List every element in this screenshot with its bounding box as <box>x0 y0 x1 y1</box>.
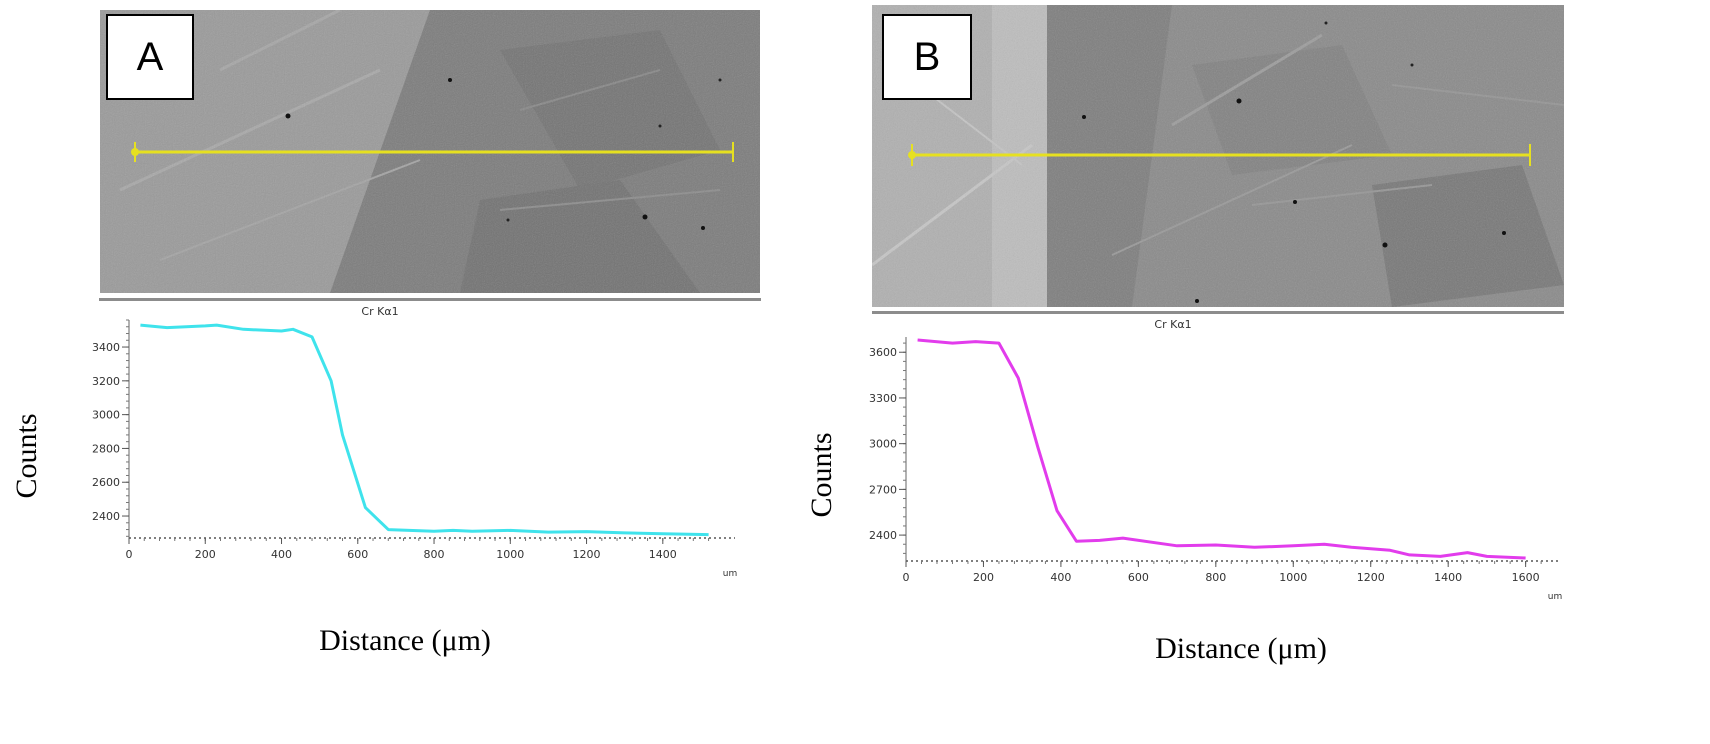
x-tick-label-a: 600 <box>347 548 368 561</box>
x-axis-title-b: Distance (μm) <box>1155 632 1327 665</box>
y-tick-label-a: 2600 <box>92 476 120 489</box>
x-tick-label-b: 1000 <box>1279 571 1307 584</box>
y-axis-title-b: Counts <box>805 432 838 518</box>
map-divider-a <box>99 298 761 301</box>
panel-label-a: A <box>106 14 194 100</box>
map-divider-b <box>872 311 1564 314</box>
x-tick-label-b: 200 <box>973 571 994 584</box>
x-tick-label-a: 1400 <box>649 548 677 561</box>
y-tick-label-a: 2800 <box>92 442 120 455</box>
y-tick-label-a: 2400 <box>92 510 120 523</box>
y-tick-label-a: 3400 <box>92 341 120 354</box>
x-unit-label-a: um <box>723 569 737 579</box>
series-line-a <box>140 323 709 537</box>
x-tick-label-b: 400 <box>1050 571 1071 584</box>
x-tick-label-a: 1200 <box>573 548 601 561</box>
map-caption-b: Cr Kα1 <box>1154 318 1192 331</box>
x-tick-label-a: 400 <box>271 548 292 561</box>
x-tick-label-b: 1600 <box>1512 571 1540 584</box>
sem-micrograph-b <box>872 5 1564 307</box>
y-tick-label-b: 2400 <box>869 529 897 542</box>
x-tick-label-a: 800 <box>424 548 445 561</box>
x-tick-label-b: 1200 <box>1357 571 1385 584</box>
y-tick-label-b: 2700 <box>869 483 897 496</box>
x-tick-label-a: 0 <box>126 548 133 561</box>
y-tick-label-b: 3000 <box>869 438 897 451</box>
sem-micrograph-a <box>100 10 760 293</box>
y-tick-label-a: 3200 <box>92 375 120 388</box>
panel-label-b: B <box>882 14 972 100</box>
sem-image-b <box>872 5 1564 307</box>
x-tick-label-a: 1000 <box>496 548 524 561</box>
x-tick-label-b: 0 <box>903 571 910 584</box>
map-caption-a: Cr Kα1 <box>361 305 399 318</box>
sem-image-a <box>100 10 760 293</box>
x-tick-label-b: 600 <box>1128 571 1149 584</box>
y-tick-label-a: 3000 <box>92 409 120 422</box>
x-unit-label-b: um <box>1548 592 1562 602</box>
panel-a: A Cr Kα1 2400 2600 2800 3000 3200 3400 0 200 400… <box>10 10 761 657</box>
x-tick-label-b: 1400 <box>1434 571 1462 584</box>
x-tick-label-b: 800 <box>1205 571 1226 584</box>
x-axis-title-a: Distance (μm) <box>319 624 491 657</box>
y-tick-label-b: 3300 <box>869 392 897 405</box>
x-tick-label-a: 200 <box>195 548 216 561</box>
y-tick-label-b: 3600 <box>869 346 897 359</box>
series-line-b <box>917 338 1526 560</box>
line-chart-a: 2400 2600 2800 3000 3200 3400 0 200 400 600 800 100… <box>92 319 737 579</box>
